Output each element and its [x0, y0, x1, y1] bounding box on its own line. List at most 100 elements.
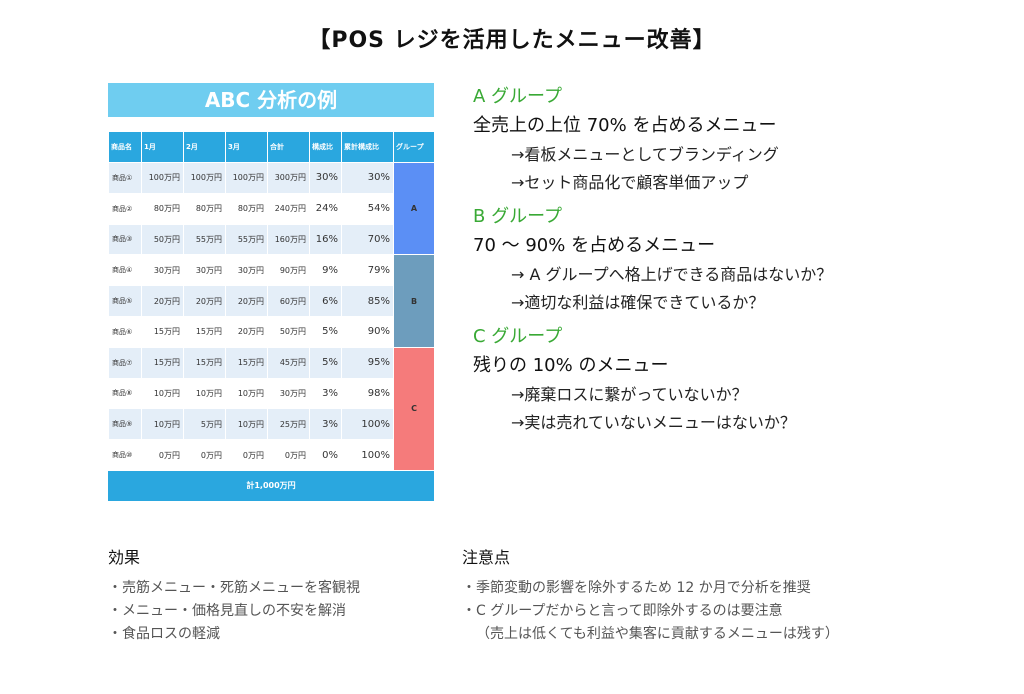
group-c-block: C グループ 残りの 10% のメニュー →廃棄ロスに繋がっていないか？ →実は… — [473, 323, 993, 437]
cell-month-3: 80万円 — [225, 192, 268, 225]
cell-sum: 30万円 — [267, 377, 310, 410]
cell-group-b: B — [393, 254, 435, 348]
page-title: 【POS レジを活用したメニュー改善】 — [308, 28, 716, 53]
group-b-head: 70 ～ 90% を占めるメニュー — [473, 235, 716, 256]
cautions-section: 注意点 ・季節変動の影響を除外するため 12 か月で分析を推奨 ・C グループだ… — [462, 545, 982, 646]
group-b-bullet: → A グループへ格上げできる商品はないか？ — [511, 265, 833, 284]
cell-month-2: 10万円 — [183, 377, 226, 410]
cell-month-3: 0万円 — [225, 439, 268, 471]
group-c-title: C グループ — [473, 326, 563, 347]
table-row: 商品② 80万円 80万円 80万円 240万円 24% 54% — [108, 192, 435, 225]
cautions-title: 注意点 — [462, 548, 511, 567]
group-a-head: 全売上の上位 70% を占めるメニュー — [473, 115, 777, 136]
cell-sum: 160万円 — [267, 223, 310, 256]
cell-sum: 90万円 — [267, 254, 310, 287]
table-row: 商品③ 50万円 55万円 55万円 160万円 16% 70% — [108, 223, 435, 256]
col-header-m3: 3月 — [225, 131, 268, 163]
cell-group-c: C — [393, 346, 435, 471]
table-row: 商品⑥ 15万円 15万円 20万円 50万円 5% 90% — [108, 315, 435, 348]
cell-cumulative: 54% — [341, 192, 394, 225]
cell-sum: 60万円 — [267, 285, 310, 317]
cell-group-a: A — [393, 161, 435, 256]
cell-sum: 50万円 — [267, 315, 310, 348]
group-b-block: B グループ 70 ～ 90% を占めるメニュー → A グループへ格上げできる… — [473, 203, 993, 317]
group-a-bullet: →セット商品化で顧客単価アップ — [511, 173, 749, 192]
cell-ratio: 3% — [309, 377, 342, 410]
cell-name: 商品⑧ — [108, 377, 142, 410]
table-row: 商品⑨ 10万円 5万円 10万円 25万円 3% 100% — [108, 408, 435, 441]
col-header-m2: 2月 — [183, 131, 226, 163]
table-total: 計1,000万円 — [108, 470, 434, 501]
cell-cumulative: 90% — [341, 315, 394, 348]
cautions-item: ・C グループだからと言って即除外するのは要注意 — [462, 603, 783, 619]
group-c-bullet: →廃棄ロスに繋がっていないか？ — [511, 385, 748, 404]
cell-ratio: 9% — [309, 254, 342, 287]
cell-month-3: 10万円 — [225, 377, 268, 410]
group-a-bullet: →看板メニューとしてブランディング — [511, 145, 779, 164]
cell-month-3: 100万円 — [225, 162, 268, 194]
cell-sum: 300万円 — [267, 162, 310, 194]
group-c-head: 残りの 10% のメニュー — [473, 355, 669, 376]
cell-month-3: 20万円 — [225, 285, 268, 317]
cell-sum: 45万円 — [267, 346, 310, 379]
cell-name: 商品⑤ — [108, 285, 142, 317]
cell-month-1: 100万円 — [141, 162, 184, 194]
cell-name: 商品④ — [108, 254, 142, 287]
cell-month-2: 15万円 — [183, 315, 226, 348]
group-b-title: B グループ — [473, 206, 562, 227]
col-header-m1: 1月 — [141, 131, 184, 163]
cautions-item: （売上は低くても利益や集客に貢献するメニューは残す） — [476, 626, 839, 642]
cell-month-2: 100万円 — [183, 162, 226, 194]
effects-item: ・食品ロスの軽減 — [108, 626, 220, 642]
cell-month-3: 55万円 — [225, 223, 268, 256]
cell-name: 商品⑨ — [108, 408, 142, 441]
abc-table: 商品名 1月 2月 3月 合計 構成比 累計構成比 グループ 商品① 100万円 1… — [108, 131, 435, 471]
table-title: ABC 分析の例 — [108, 83, 434, 117]
table-row: 商品⑩ 0万円 0万円 0万円 0万円 0% 100% — [108, 439, 435, 471]
cell-month-2: 80万円 — [183, 192, 226, 225]
table-row: 商品⑦ 15万円 15万円 15万円 45万円 5% 95% C — [108, 346, 435, 471]
cell-month-1: 20万円 — [141, 285, 184, 317]
table-row: 商品⑧ 10万円 10万円 10万円 30万円 3% 98% — [108, 377, 435, 410]
cell-month-3: 30万円 — [225, 254, 268, 287]
col-header-cum: 累計構成比 — [341, 131, 394, 163]
effects-title: 効果 — [108, 548, 141, 567]
cell-month-1: 80万円 — [141, 192, 184, 225]
cell-cumulative: 70% — [341, 223, 394, 256]
cell-sum: 25万円 — [267, 408, 310, 441]
col-header-name: 商品名 — [108, 131, 142, 163]
table-header-row: 商品名 1月 2月 3月 合計 構成比 累計構成比 グループ — [108, 131, 435, 163]
table-row: 商品① 100万円 100万円 100万円 300万円 30% 30% A — [108, 161, 435, 256]
cell-month-1: 0万円 — [141, 439, 184, 471]
cell-month-2: 15万円 — [183, 346, 226, 379]
group-descriptions: A グループ 全売上の上位 70% を占めるメニュー →看板メニューとしてブラン… — [473, 83, 993, 437]
cell-month-2: 5万円 — [183, 408, 226, 441]
cell-month-1: 10万円 — [141, 408, 184, 441]
cell-month-3: 10万円 — [225, 408, 268, 441]
group-a-title: A グループ — [473, 86, 562, 107]
cell-cumulative: 100% — [341, 408, 394, 441]
cell-month-2: 0万円 — [183, 439, 226, 471]
cell-month-1: 10万円 — [141, 377, 184, 410]
cell-ratio: 24% — [309, 192, 342, 225]
cell-ratio: 6% — [309, 285, 342, 317]
cell-ratio: 16% — [309, 223, 342, 256]
cell-cumulative: 98% — [341, 377, 394, 410]
cell-month-1: 30万円 — [141, 254, 184, 287]
col-header-group: グループ — [393, 131, 435, 163]
cell-sum: 240万円 — [267, 192, 310, 225]
abc-table-panel: ABC 分析の例 商品名 1月 2月 3月 合計 構成比 累計構成比 グループ … — [108, 83, 435, 501]
cell-cumulative: 85% — [341, 285, 394, 317]
cautions-item: ・季節変動の影響を除外するため 12 か月で分析を推奨 — [462, 580, 811, 596]
effects-item: ・メニュー・価格見直しの不安を解消 — [108, 603, 346, 619]
cell-sum: 0万円 — [267, 439, 310, 471]
group-b-bullet: →適切な利益は確保できているか？ — [511, 293, 765, 312]
cell-ratio: 3% — [309, 408, 342, 441]
cell-ratio: 30% — [309, 162, 342, 194]
cell-cumulative: 79% — [341, 254, 394, 287]
col-header-ratio: 構成比 — [309, 131, 342, 163]
table-row: 商品④ 30万円 30万円 30万円 90万円 9% 79% B — [108, 254, 435, 348]
cell-month-2: 55万円 — [183, 223, 226, 256]
cell-month-3: 15万円 — [225, 346, 268, 379]
cell-name: 商品⑥ — [108, 315, 142, 348]
